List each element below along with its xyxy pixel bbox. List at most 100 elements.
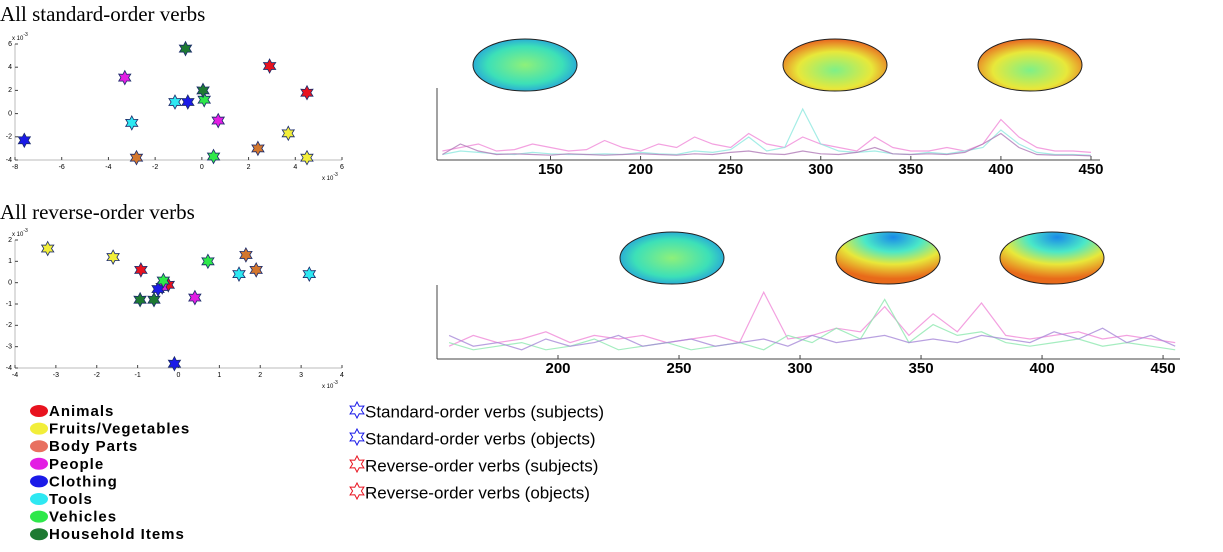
point: [196, 82, 210, 99]
y-tick-label: 4: [8, 64, 12, 71]
legend-label: Clothing: [49, 473, 118, 490]
trace: [448, 327, 1176, 351]
x-tick-label: -1: [135, 372, 141, 379]
x-tick-label: -4: [12, 372, 18, 379]
point: [129, 149, 144, 166]
legend-label: Household Items: [49, 526, 185, 543]
point: [134, 262, 148, 278]
x-tick-label: 4: [340, 372, 344, 379]
x-tick-label: 3: [299, 372, 303, 379]
legend-label: Standard-order verbs (subjects): [365, 402, 604, 421]
point: [147, 291, 161, 308]
y-tick-label: 6: [8, 41, 12, 48]
legend-marker: [349, 427, 365, 447]
legend-label: People: [49, 456, 104, 473]
y-tick-label: -1: [6, 301, 12, 308]
y-tick-label: -2: [6, 322, 12, 329]
axis-multiplier: x 10-3: [322, 380, 338, 389]
x-tick-label: -2: [152, 164, 158, 171]
x-tick-label: 2: [247, 164, 251, 171]
point: [262, 58, 277, 74]
axis-multiplier: x 10-3: [12, 32, 28, 41]
x-tick-label: 250: [667, 360, 692, 377]
trace: [442, 118, 1092, 153]
legend-marker: [349, 481, 365, 501]
legend-label: Reverse-order verbs (objects): [365, 483, 590, 502]
trace: [448, 290, 1176, 347]
y-tick-label: -2: [6, 134, 12, 141]
point: [178, 40, 193, 57]
point: [211, 112, 226, 129]
topomap: [782, 38, 888, 92]
trace: [442, 107, 1092, 156]
legend-swatch: [30, 475, 48, 488]
y-tick-label: -4: [6, 157, 12, 164]
legend-marker: [349, 400, 365, 420]
x-tick-label: 0: [200, 164, 204, 171]
point: [117, 69, 132, 86]
trace: [442, 132, 1092, 157]
x-tick-label: -3: [53, 372, 59, 379]
multiplier-base: x 10: [12, 36, 24, 42]
topomap: [619, 231, 725, 285]
point: [300, 149, 314, 166]
point: [281, 125, 296, 142]
x-tick-label: 300: [788, 360, 813, 377]
x-tick-label: 1: [217, 372, 221, 379]
x-tick-label: 250: [718, 161, 743, 178]
x-tick-label: 6: [340, 164, 344, 171]
point: [206, 148, 221, 165]
point: [167, 355, 182, 372]
legend-swatch: [30, 528, 48, 541]
x-tick-label: 150: [538, 161, 563, 178]
multiplier-base: x 10: [322, 176, 334, 182]
x-tick-label: 2: [258, 372, 262, 379]
point: [188, 289, 202, 306]
x-tick-label: -6: [59, 164, 65, 171]
legend-label: Vehicles: [49, 509, 117, 526]
point: [251, 140, 265, 157]
y-tick-label: 1: [8, 258, 12, 265]
point: [249, 262, 263, 278]
point: [156, 272, 171, 289]
legend-marker: [349, 454, 365, 474]
topomap: [999, 231, 1105, 285]
legend-label: Fruits/Vegetables: [49, 421, 190, 438]
multiplier-base: x 10: [322, 384, 334, 390]
x-tick-label: -2: [94, 372, 100, 379]
multiplier-exp: -3: [23, 228, 28, 234]
legend-swatch: [30, 422, 48, 435]
point: [232, 266, 246, 282]
y-tick-label: 2: [8, 237, 12, 244]
x-tick-label: 0: [177, 372, 181, 379]
legend-swatch: [30, 405, 48, 417]
topomap: [472, 38, 578, 92]
legend-label: Body Parts: [49, 438, 138, 455]
chart-title: All reverse-order verbs: [0, 200, 195, 224]
x-tick-label: 450: [1078, 161, 1103, 178]
legend-swatch: [30, 493, 48, 505]
x-tick-label: 400: [1030, 360, 1055, 377]
legend-label: Animals: [49, 403, 114, 420]
x-tick-label: 350: [898, 161, 923, 178]
point: [181, 94, 195, 110]
legend-label: Standard-order verbs (objects): [365, 429, 596, 448]
multiplier-base: x 10: [12, 232, 24, 238]
x-tick-label: 450: [1151, 360, 1176, 377]
legend-swatch: [30, 440, 48, 453]
y-tick-label: -3: [6, 344, 12, 351]
x-tick-label: 300: [808, 161, 833, 178]
x-tick-label: 400: [988, 161, 1013, 178]
point: [133, 291, 147, 308]
legend-swatch: [30, 510, 48, 523]
y-tick-label: 2: [8, 87, 12, 94]
point: [106, 249, 120, 265]
point: [201, 253, 215, 270]
point: [197, 91, 212, 108]
axis-multiplier: x 10-3: [322, 172, 338, 181]
x-tick-label: -8: [12, 164, 18, 171]
multiplier-exp: -3: [23, 32, 28, 38]
point: [40, 240, 55, 257]
topomaps: [472, 38, 1105, 285]
